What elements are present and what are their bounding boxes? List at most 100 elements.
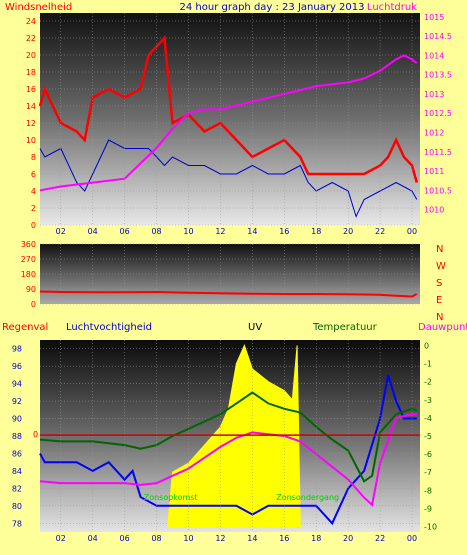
compass-label: N [436,312,443,323]
humidity-line [39,374,417,526]
sunrise-label: Zonsopkomst [144,493,198,502]
x-tick-label: 00 [407,227,417,236]
legend-rain: Regenval [2,322,48,333]
y2-tick-label: -1 [424,360,432,369]
y-tick-label: 98 [12,345,22,354]
x-tick-label: 08 [151,227,161,236]
uv-area [167,344,301,528]
x-tick-label: 02 [56,227,66,236]
x-tick-label: 10 [183,227,193,236]
x-tick-label: 00 [407,534,417,543]
compass-label: W [436,261,446,272]
y2-tick-label: 1012.5 [424,109,452,118]
x-tick-label: 14 [247,227,257,236]
y-tick-label: 22 [26,34,36,43]
x-tick-label: 18 [311,534,321,543]
y2-tick-label: 1011 [424,167,444,176]
y-tick-label: 94 [12,380,22,389]
legend-dewpoint: Dauwpunt [418,322,467,333]
x-tick-label: 20 [343,227,353,236]
x-tick-label: 06 [120,227,130,236]
direction-ticks: 0 90 180 270 360 [21,240,36,309]
y-tick-label: 0 [31,221,36,230]
x-tick-label: 16 [279,534,289,543]
left-axis-title: Windsnelheid [5,2,72,13]
y-tick-label: 78 [12,519,22,528]
y-tick-label: 270 [21,255,36,264]
y-tick-label: 4 [31,187,36,196]
y2-tick-label: -7 [424,468,432,477]
y-tick-label: 16 [26,85,36,94]
x-tick-label: 06 [120,534,130,543]
y2-tick-label: 1011.5 [424,148,452,157]
rain-zero-label: 0 [33,430,38,439]
dewpoint-line [39,413,417,507]
x-tick-label: 22 [375,534,385,543]
x-tick-label: 22 [375,227,385,236]
x-tick-label: 20 [343,534,353,543]
y-tick-label: 96 [12,362,22,371]
y-tick-label: 24 [26,17,36,26]
y-tick-label: 180 [21,270,36,279]
y2-tick-label: -8 [424,486,432,495]
legend-temperature: Temperatuur [312,322,378,333]
y2-tick-label: -6 [424,450,432,459]
y2-tick-label: 1013.5 [424,71,452,80]
y-tick-label: 92 [12,397,22,406]
x-tick-label: 16 [279,227,289,236]
y-tick-label: 12 [26,119,36,128]
y2-tick-label: 1010 [424,206,444,215]
y2-tick-label: 0 [424,341,429,350]
y-tick-label: 86 [12,449,22,458]
x-tick-label: 18 [311,227,321,236]
y-tick-label: 82 [12,484,22,493]
x-tick-label: 14 [247,534,257,543]
x-tick-label: 10 [183,534,193,543]
temperature-line [39,391,418,483]
y2-tick-label: -2 [424,378,432,387]
y-tick-label: 6 [31,170,36,179]
x-tick-label: 04 [88,227,98,236]
direction-series [39,290,418,298]
y2-tick-label: -10 [424,523,437,532]
wind-x-ticks: 02 04 06 08 10 12 14 16 18 20 22 00 [56,13,417,236]
gust-line [39,139,418,218]
y2-tick-label: 1014 [424,51,444,60]
y-tick-label: 80 [12,502,22,511]
x-tick-label: 02 [56,534,66,543]
x-tick-label: 04 [88,534,98,543]
chart-title: 24 hour graph day : 23 January 2013 [180,2,365,13]
y-tick-label: 360 [21,240,36,249]
compass-label: S [436,278,442,289]
y2-tick-label: 1015 [424,13,444,22]
compass-label: N [436,244,443,255]
pressure-line [39,54,418,192]
wind-grid [40,20,420,226]
right-axis-title: Luchtdruk [367,2,417,13]
sunset-label: Zonsondergang [276,493,339,502]
temp-series [39,344,420,528]
y2-tick-label: 1012 [424,128,444,137]
y2-tick-label: 1010.5 [424,186,452,195]
y2-tick-label: -3 [424,396,432,405]
y-tick-label: 2 [31,204,36,213]
y-tick-label: 90 [12,415,22,424]
y-tick-label: 10 [26,136,36,145]
y-tick-label: 84 [12,467,22,476]
y2-tick-label: 1013 [424,90,444,99]
y-tick-label: 18 [26,68,36,77]
wind-speed-line [38,35,419,183]
x-tick-label: 12 [215,534,225,543]
y-tick-label: 20 [26,51,36,60]
y2-tick-label: -4 [424,414,432,423]
y-tick-label: 14 [26,102,36,111]
legend-uv: UV [248,322,262,333]
y2-tick-label: -5 [424,432,432,441]
y-tick-label: 88 [12,432,22,441]
y-tick-label: 90 [26,285,36,294]
legend-humidity: Luchtvochtigheid [66,322,152,333]
wind-series [38,35,419,218]
